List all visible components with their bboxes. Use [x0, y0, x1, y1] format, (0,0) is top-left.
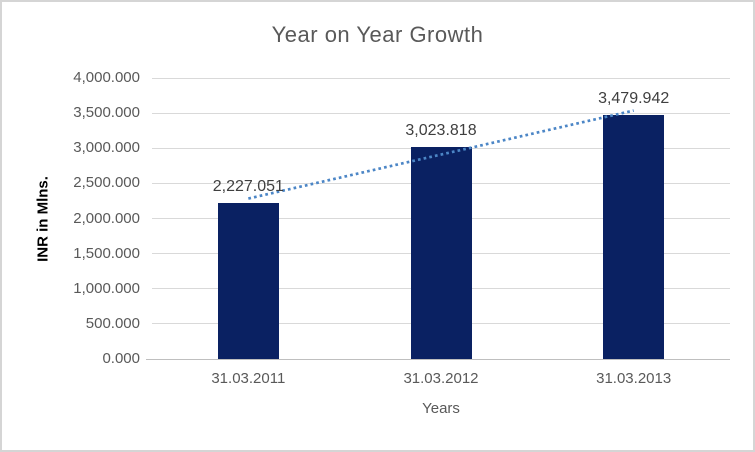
gridline — [152, 112, 730, 114]
x-tick-label: 31.03.2011 — [211, 370, 286, 387]
y-tick-label: 2,500.000 — [73, 174, 140, 192]
y-tick-label: 1,000.000 — [73, 279, 140, 297]
trendline — [248, 109, 634, 200]
chart-title: Year on Year Growth — [271, 22, 484, 47]
x-axis-title: Years — [422, 400, 460, 417]
y-tick-label: 0.000 — [102, 350, 140, 367]
bar-31.03.2011 — [217, 202, 279, 359]
bar-31.03.2013 — [603, 114, 665, 359]
y-tick-label: 3,000.000 — [73, 139, 140, 157]
x-tick-label: 31.03.2012 — [403, 370, 479, 387]
gridline — [152, 77, 730, 79]
data-label: 2,227.051 — [212, 177, 284, 195]
data-label: 3,479.942 — [598, 89, 670, 107]
bar-31.03.2012 — [410, 146, 472, 359]
x-tick-label: 31.03.2013 — [596, 370, 672, 387]
y-tick-label: 1,500.000 — [73, 244, 140, 262]
y-tick-label: 3,500.000 — [73, 104, 140, 122]
y-tick-label: 2,000.000 — [73, 209, 140, 227]
y-tick-label: 4,000.000 — [73, 69, 140, 86]
plot-area — [146, 77, 730, 360]
x-axis-line — [146, 359, 730, 360]
data-label: 3,023.818 — [405, 121, 477, 139]
y-tick-label: 500.000 — [85, 314, 140, 332]
